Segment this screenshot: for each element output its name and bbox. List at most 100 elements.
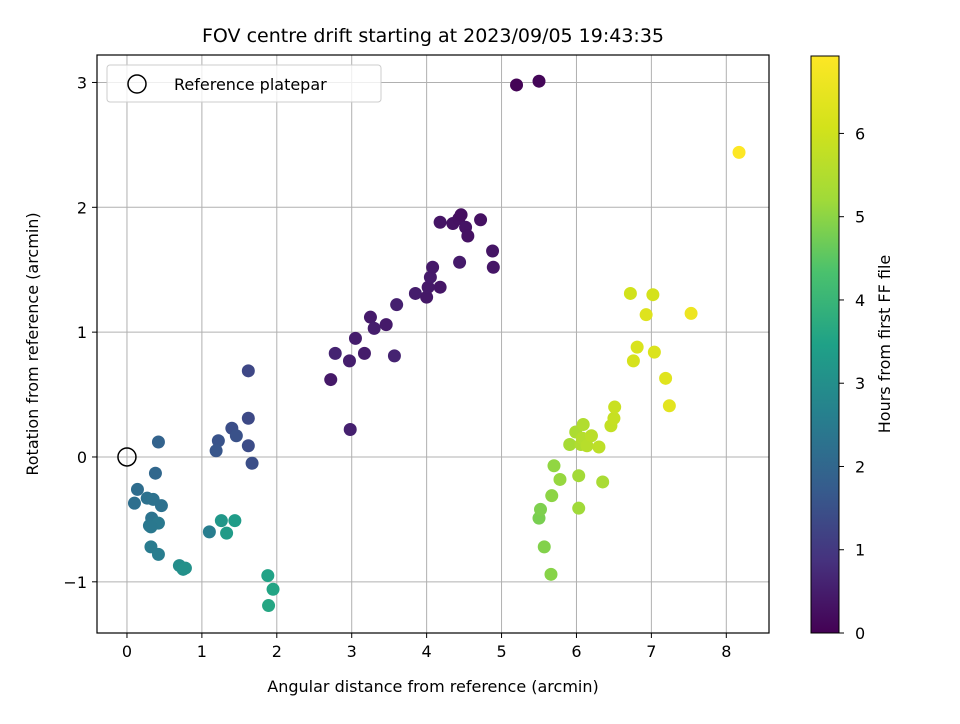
data-point: [639, 308, 653, 322]
x-tick-label: 3: [347, 642, 357, 661]
colorbar-tick-label: 0: [855, 624, 865, 643]
colorbar-tick-label: 1: [855, 541, 865, 560]
data-point: [261, 569, 275, 583]
data-point: [572, 469, 586, 483]
x-tick-label: 6: [571, 642, 581, 661]
data-point: [544, 567, 558, 581]
data-point: [127, 496, 141, 510]
data-point: [220, 526, 234, 540]
data-point: [647, 345, 661, 359]
colorbar-tick-label: 3: [855, 374, 865, 393]
data-point: [532, 74, 546, 88]
data-point: [211, 434, 225, 448]
data-point: [324, 373, 338, 387]
data-point: [630, 340, 644, 354]
data-point: [379, 318, 393, 332]
data-point: [209, 444, 223, 458]
x-axis-ticks: 0 1 2 3 4 5 6 7 8: [122, 633, 731, 661]
data-point: [357, 346, 371, 360]
data-point: [130, 482, 144, 496]
data-point: [363, 310, 377, 324]
data-point: [408, 286, 422, 300]
colorbar-tick-label: 6: [855, 124, 865, 143]
data-point: [241, 364, 255, 378]
legend-box: [106, 64, 382, 103]
data-point: [433, 280, 447, 294]
data-point: [367, 321, 381, 335]
x-tick-label: 2: [272, 642, 282, 661]
data-point: [178, 561, 192, 575]
data-point: [453, 255, 467, 269]
colorbar: 0 1 2 3 4 5 6 Hours from first FF file: [810, 55, 894, 643]
data-point: [245, 456, 259, 470]
data-point: [662, 399, 676, 413]
chart-title: FOV centre drift starting at 2023/09/05 …: [202, 25, 664, 47]
legend-reference-marker: [127, 74, 147, 94]
data-point: [154, 499, 168, 513]
y-axis-label: Rotation from reference (arcmin): [23, 212, 42, 475]
colorbar-gradient: [810, 55, 840, 634]
plot-frame: [96, 54, 770, 634]
data-point: [584, 429, 598, 443]
data-point: [433, 215, 447, 229]
data-point: [547, 459, 561, 473]
data-point: [626, 354, 640, 368]
data-point: [390, 298, 404, 312]
x-tick-label: 0: [122, 642, 132, 661]
data-point: [486, 244, 500, 258]
data-point: [229, 429, 243, 443]
data-point: [342, 354, 356, 368]
grid-lines: [97, 55, 769, 633]
data-point: [421, 280, 435, 294]
data-point: [266, 582, 280, 596]
data-point: [510, 78, 524, 92]
data-point: [572, 501, 586, 515]
y-tick-label: 3: [77, 73, 87, 92]
data-point: [684, 306, 698, 320]
data-point: [241, 439, 255, 453]
colorbar-ticks: 0 1 2 3 4 5 6: [839, 124, 865, 643]
data-point: [553, 472, 567, 486]
x-tick-label: 8: [721, 642, 731, 661]
data-point: [426, 260, 440, 274]
y-tick-label: 1: [77, 323, 87, 342]
data-point: [486, 260, 500, 274]
data-point: [151, 435, 165, 449]
x-tick-label: 7: [646, 642, 656, 661]
x-tick-label: 5: [496, 642, 506, 661]
data-point: [423, 270, 437, 284]
data-point: [241, 411, 255, 425]
reference-platepar-marker: [117, 447, 137, 467]
colorbar-tick-label: 4: [855, 291, 865, 310]
data-point: [228, 514, 242, 528]
data-point: [148, 466, 162, 480]
data-point: [580, 439, 594, 453]
y-tick-label: −1: [63, 573, 87, 592]
data-point: [144, 520, 158, 534]
data-points: [127, 74, 746, 613]
data-point: [646, 288, 660, 302]
data-point: [607, 411, 621, 425]
y-tick-label: 2: [77, 198, 87, 217]
data-point: [262, 599, 276, 613]
data-point: [534, 502, 548, 516]
data-point: [454, 208, 468, 222]
x-tick-label: 1: [197, 642, 207, 661]
legend: Reference platepar: [106, 64, 382, 103]
x-tick-label: 4: [422, 642, 432, 661]
data-point: [659, 371, 673, 385]
data-point: [151, 547, 165, 561]
data-point: [592, 440, 606, 454]
data-point: [343, 423, 357, 437]
data-point: [461, 229, 475, 243]
data-point: [474, 213, 488, 227]
data-point: [202, 525, 216, 539]
data-point: [732, 145, 746, 159]
legend-entry-reference-platepar: Reference platepar: [174, 75, 327, 94]
data-point: [420, 290, 434, 304]
data-point: [596, 475, 610, 489]
data-point: [328, 346, 342, 360]
colorbar-label: Hours from first FF file: [875, 255, 894, 434]
data-point: [623, 286, 637, 300]
